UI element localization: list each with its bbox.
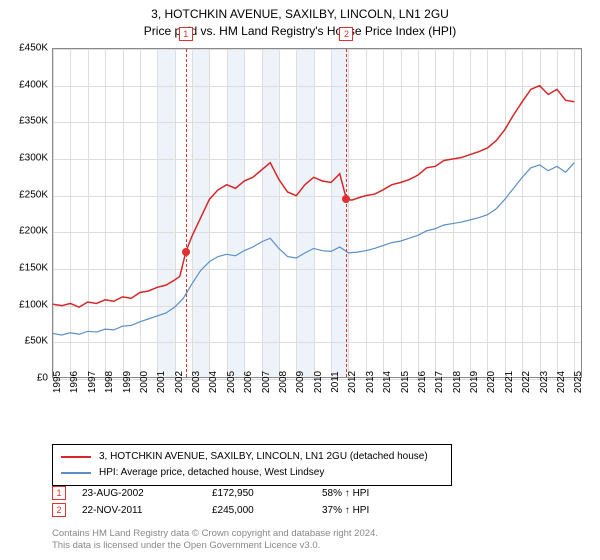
licence-line-1: Contains HM Land Registry data © Crown c… (52, 528, 378, 540)
legend-label-price: 3, HOTCHKIN AVENUE, SAXILBY, LINCOLN, LN… (99, 449, 428, 465)
event-marker-2: 2 (52, 503, 66, 517)
x-axis-label: 1998 (104, 371, 115, 393)
event-dot (182, 248, 190, 256)
x-axis-label: 2008 (278, 371, 289, 393)
event-hpi-1: 58% ↑ HPI (322, 488, 432, 499)
title-block: 3, HOTCHKIN AVENUE, SAXILBY, LINCOLN, LN… (0, 0, 600, 40)
licence-text: Contains HM Land Registry data © Crown c… (52, 528, 378, 553)
event-price-2: £245,000 (212, 505, 322, 516)
x-axis-label: 2021 (504, 371, 515, 393)
x-axis-label: 2017 (434, 371, 445, 393)
event-date-2: 22-NOV-2011 (82, 505, 212, 516)
event-line (346, 49, 347, 377)
x-axis-label: 2010 (313, 371, 324, 393)
x-axis-label: 2005 (226, 371, 237, 393)
y-axis-label: £250K (0, 189, 48, 200)
title-address: 3, HOTCHKIN AVENUE, SAXILBY, LINCOLN, LN… (0, 6, 600, 23)
y-axis-label: £450K (0, 43, 48, 54)
x-axis-label: 2016 (417, 371, 428, 393)
x-axis-label: 1995 (52, 371, 63, 393)
y-axis-label: £300K (0, 153, 48, 164)
x-axis-label: 2009 (295, 371, 306, 393)
x-axis-label: 2007 (261, 371, 272, 393)
x-axis-label: 2000 (139, 371, 150, 393)
y-axis-label: £100K (0, 299, 48, 310)
x-axis-label: 2002 (174, 371, 185, 393)
y-axis-label: £400K (0, 79, 48, 90)
x-axis-label: 2003 (191, 371, 202, 393)
chart-area: 12 £0£50K£100K£150K£200K£250K£300K£350K£… (52, 48, 582, 408)
x-axis-label: 1999 (122, 371, 133, 393)
event-row-2: 2 22-NOV-2011 £245,000 37% ↑ HPI (52, 503, 432, 517)
series-line-price_paid (53, 86, 574, 307)
x-axis-label: 1997 (87, 371, 98, 393)
x-axis-label: 2004 (208, 371, 219, 393)
y-axis-label: £200K (0, 226, 48, 237)
series-line-hpi (53, 163, 574, 335)
x-axis-label: 2025 (573, 371, 584, 393)
chart-container: 3, HOTCHKIN AVENUE, SAXILBY, LINCOLN, LN… (0, 0, 600, 560)
x-axis-label: 2019 (469, 371, 480, 393)
event-row-1: 1 23-AUG-2002 £172,950 58% ↑ HPI (52, 486, 432, 500)
title-subtitle: Price paid vs. HM Land Registry's House … (0, 23, 600, 40)
event-hpi-2: 37% ↑ HPI (322, 505, 432, 516)
legend-label-hpi: HPI: Average price, detached house, West… (99, 465, 324, 481)
y-axis-label: £50K (0, 336, 48, 347)
y-axis-label: £350K (0, 116, 48, 127)
x-axis-label: 2015 (400, 371, 411, 393)
x-axis-label: 2023 (539, 371, 550, 393)
x-axis-label: 2024 (556, 371, 567, 393)
legend-swatch-price (61, 456, 91, 458)
x-axis-label: 2013 (365, 371, 376, 393)
event-marker-1: 1 (52, 486, 66, 500)
x-axis-label: 2014 (382, 371, 393, 393)
line-svg (53, 49, 583, 379)
event-dot (342, 195, 350, 203)
legend-box: 3, HOTCHKIN AVENUE, SAXILBY, LINCOLN, LN… (52, 444, 452, 486)
event-table: 1 23-AUG-2002 £172,950 58% ↑ HPI 2 22-NO… (52, 486, 432, 520)
legend-row-2: HPI: Average price, detached house, West… (61, 465, 443, 481)
event-line (186, 49, 187, 377)
x-axis-label: 1996 (69, 371, 80, 393)
x-axis-label: 2012 (347, 371, 358, 393)
x-axis-label: 2011 (330, 371, 341, 393)
licence-line-2: This data is licensed under the Open Gov… (52, 540, 378, 552)
legend-row-1: 3, HOTCHKIN AVENUE, SAXILBY, LINCOLN, LN… (61, 449, 443, 465)
x-axis-label: 2022 (521, 371, 532, 393)
event-marker-box: 1 (179, 27, 193, 41)
y-axis-label: £0 (0, 373, 48, 384)
event-date-1: 23-AUG-2002 (82, 488, 212, 499)
legend-swatch-hpi (61, 472, 91, 474)
event-marker-box: 2 (339, 27, 353, 41)
x-axis-label: 2020 (486, 371, 497, 393)
event-price-1: £172,950 (212, 488, 322, 499)
plot-region: 12 (52, 48, 582, 378)
x-axis-label: 2006 (243, 371, 254, 393)
y-axis-label: £150K (0, 263, 48, 274)
x-axis-label: 2018 (452, 371, 463, 393)
x-axis-label: 2001 (156, 371, 167, 393)
